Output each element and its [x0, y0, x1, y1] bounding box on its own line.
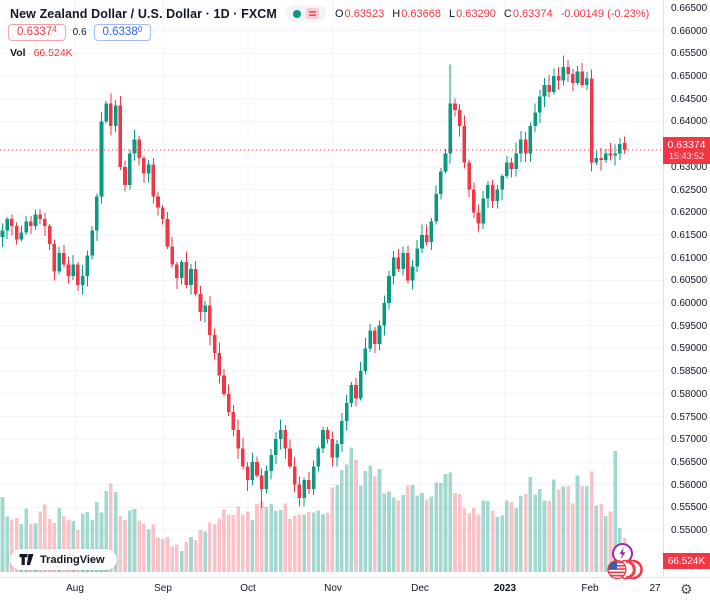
current-volume-label: 66.524K	[663, 553, 710, 569]
price-tick-label: 0.64500	[671, 93, 708, 105]
symbol-title[interactable]: New Zealand Dollar / U.S. Dollar · 1D · …	[10, 6, 277, 21]
price-tick-label: 0.66000	[671, 25, 708, 37]
ohlc-high: H0.63668	[392, 7, 441, 20]
price-change: -0.00149 (-0.23%)	[560, 7, 650, 20]
price-tick-label: 0.62500	[671, 184, 708, 196]
time-tick-label: Nov	[324, 583, 342, 594]
volume-value: 66.524K	[33, 47, 73, 59]
price-axis-separator	[663, 0, 664, 577]
price-tick-label: 0.66500	[671, 3, 708, 14]
volume-bars	[0, 447, 627, 572]
price-tick-label: 0.55500	[671, 502, 708, 514]
ohlc-open: O0.63523	[334, 7, 385, 20]
volume-label: Vol	[10, 47, 26, 59]
time-axis-separator	[0, 577, 710, 578]
price-tick-label: 0.65000	[671, 71, 708, 83]
price-tick-label: 0.58500	[671, 366, 708, 378]
ohlc-readout: O0.63523 H0.63668 L0.63290 C0.63374 -0.0…	[335, 8, 649, 20]
trade-buttons: 0.63374 0.6 0.63380	[8, 24, 152, 41]
price-tick-label: 0.56000	[671, 479, 708, 491]
price-tick-label: 0.61000	[671, 252, 708, 264]
price-tick-label: 0.61500	[671, 229, 708, 241]
price-tick-label: 0.64000	[671, 116, 708, 128]
spread-value: 0.6	[72, 27, 87, 38]
price-tick-label: 0.60500	[671, 275, 708, 287]
symbol-header: New Zealand Dollar / U.S. Dollar · 1D · …	[10, 5, 649, 22]
gear-icon[interactable]: ⚙	[680, 581, 693, 597]
ohlc-close: C0.63374	[503, 7, 553, 20]
price-tick-label: 0.59000	[671, 343, 708, 355]
current-price-value: 0.63374	[667, 139, 706, 152]
price-tick-label: 0.56500	[671, 456, 708, 468]
bar-countdown: 15:43:52	[668, 151, 705, 162]
candles	[0, 55, 627, 509]
price-tick-label: 0.63000	[671, 161, 708, 173]
price-tick-label: 0.55000	[671, 525, 708, 536]
price-tick-label: 0.59500	[671, 320, 708, 332]
headlines-icon	[305, 8, 319, 19]
sell-button[interactable]: 0.63374	[8, 24, 66, 41]
volume-readout: Vol 66.524K	[10, 47, 73, 59]
time-tick-label: Oct	[240, 583, 256, 594]
buy-button[interactable]: 0.63380	[93, 24, 152, 41]
price-tick-label: 0.60000	[671, 298, 708, 310]
price-tick-label: 0.57000	[671, 434, 708, 446]
price-tick-label: 0.58000	[671, 388, 708, 400]
current-price-label: 0.63374 15:43:52	[663, 137, 710, 164]
time-tick-label: Dec	[411, 583, 429, 594]
time-tick-label: 27	[649, 583, 661, 594]
tradingview-watermark[interactable]: TradingView	[10, 549, 117, 570]
time-tick-label: 2023	[493, 583, 517, 594]
price-axis[interactable]: 0.66500 0.66000 0.65500 0.65000 0.64500 0.640…	[664, 0, 710, 577]
candlestick-chart-pane[interactable]	[0, 0, 663, 577]
ohlc-low: L0.63290	[449, 7, 496, 20]
market-status-pill[interactable]	[285, 5, 326, 22]
tradingview-watermark-label: TradingView	[40, 553, 105, 566]
time-tick-label: Feb	[581, 583, 599, 594]
country-flags-icon[interactable]	[606, 558, 644, 581]
time-tick-label: Sep	[154, 583, 172, 594]
price-tick-label: 0.62000	[671, 207, 708, 219]
price-tick-label: 0.65500	[671, 48, 708, 60]
time-tick-label: Aug	[66, 583, 84, 594]
market-open-dot-icon	[292, 9, 301, 18]
price-tick-label: 0.57500	[671, 411, 708, 423]
tradingview-logo-icon	[19, 554, 34, 565]
time-axis[interactable]: Aug Sep Oct Nov Dec 2023 Feb 27	[0, 578, 663, 600]
